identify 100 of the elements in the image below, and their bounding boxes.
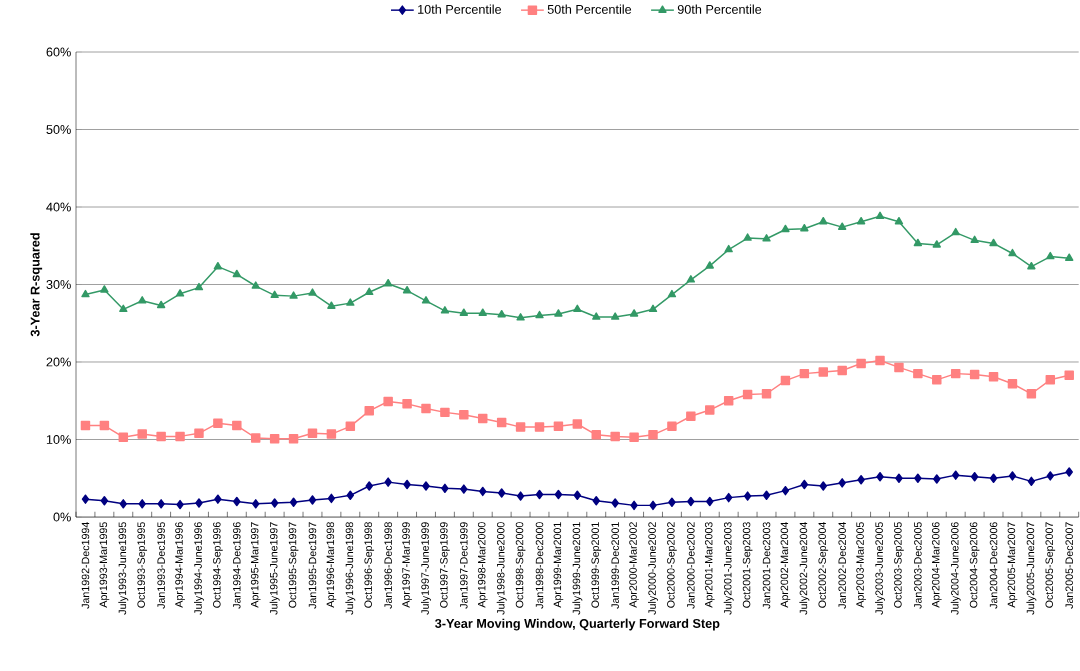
point [554, 309, 563, 317]
point [459, 308, 469, 316]
point [213, 261, 223, 270]
point [648, 430, 658, 440]
x-tick-label: Jan2002-Dec2004 [838, 522, 846, 609]
point [345, 421, 356, 432]
point [573, 304, 582, 313]
x-tick-label: Jan2000-Dec2002 [687, 522, 695, 609]
point [611, 498, 619, 508]
point [100, 495, 109, 506]
point [232, 420, 242, 431]
point [288, 433, 299, 444]
point [819, 216, 828, 225]
point [686, 275, 696, 283]
point [269, 433, 280, 444]
point [402, 285, 412, 294]
point [137, 429, 147, 439]
point [515, 422, 526, 432]
y-tick-label: 10% [46, 435, 71, 444]
point [232, 269, 242, 278]
point [762, 490, 771, 501]
point [668, 497, 676, 508]
point [270, 290, 279, 299]
point [969, 369, 980, 380]
point [402, 399, 412, 409]
point [573, 490, 582, 501]
x-tick-label: Jan2005-Dec2007 [1065, 522, 1073, 609]
point [838, 478, 846, 488]
y-tick-label: 30% [46, 280, 71, 289]
x-tick-label: July1993-June1995 [118, 522, 129, 615]
point [195, 498, 203, 508]
point [553, 421, 564, 432]
x-tick-label: July2001-June2003 [723, 522, 734, 615]
point [554, 489, 563, 500]
point [194, 282, 204, 291]
point [251, 281, 260, 289]
point [81, 494, 90, 504]
point [592, 495, 600, 506]
point [346, 490, 355, 501]
point [800, 479, 809, 490]
point [706, 496, 714, 507]
point [440, 407, 450, 418]
point [1065, 253, 1074, 261]
x-tick-label: Jan1996-Dec1998 [384, 522, 392, 609]
point [629, 432, 639, 442]
point [346, 298, 355, 306]
point [837, 365, 847, 376]
point [914, 473, 922, 483]
point [761, 389, 772, 399]
point [913, 238, 923, 247]
x-tick-label: Oct2001-Sep2003 [742, 522, 753, 608]
point [989, 238, 998, 247]
point [214, 494, 222, 504]
point [572, 419, 583, 429]
point [422, 481, 430, 491]
point [724, 492, 733, 503]
point [592, 312, 601, 320]
y-axis-title: 3-Year R-squared [30, 233, 43, 337]
x-tick-label: July1994-June1996 [193, 522, 204, 615]
point [441, 483, 449, 494]
point [364, 406, 374, 416]
point [516, 491, 525, 501]
x-tick-label: July1995-June1997 [269, 522, 280, 615]
point [308, 495, 317, 505]
point [1045, 375, 1056, 385]
point [951, 227, 960, 236]
point [421, 296, 431, 304]
point [951, 470, 960, 480]
point [932, 375, 942, 385]
x-tick-label: Jan1994-Dec1996 [233, 522, 241, 609]
point [687, 496, 695, 507]
x-tick-label: Apr2000-Mar2002 [629, 522, 639, 608]
point [365, 481, 373, 491]
x-tick-label: Apr2002-Mar2004 [780, 522, 791, 608]
x-tick-label: July1996-June1998 [345, 522, 356, 615]
point [895, 473, 903, 483]
point [497, 488, 506, 498]
y-tick-label: 50% [46, 125, 71, 134]
point [270, 498, 279, 508]
point [705, 405, 715, 415]
x-tick-label: July2005-June2007 [1026, 522, 1037, 615]
point [460, 484, 468, 494]
x-tick-label: Apr1993-Mar1995 [99, 522, 110, 608]
point [421, 403, 431, 414]
point [610, 312, 620, 320]
point [100, 285, 109, 293]
point [743, 491, 752, 501]
x-tick-label: Apr2001-Mar2003 [704, 522, 715, 608]
point [1027, 261, 1036, 270]
point [194, 428, 204, 439]
point [648, 304, 658, 313]
point [875, 355, 885, 366]
point [819, 481, 828, 491]
point [932, 240, 941, 248]
point [175, 289, 185, 297]
point [610, 431, 620, 442]
point [856, 216, 866, 225]
point [1065, 467, 1073, 477]
point [119, 499, 128, 509]
point [175, 431, 185, 442]
